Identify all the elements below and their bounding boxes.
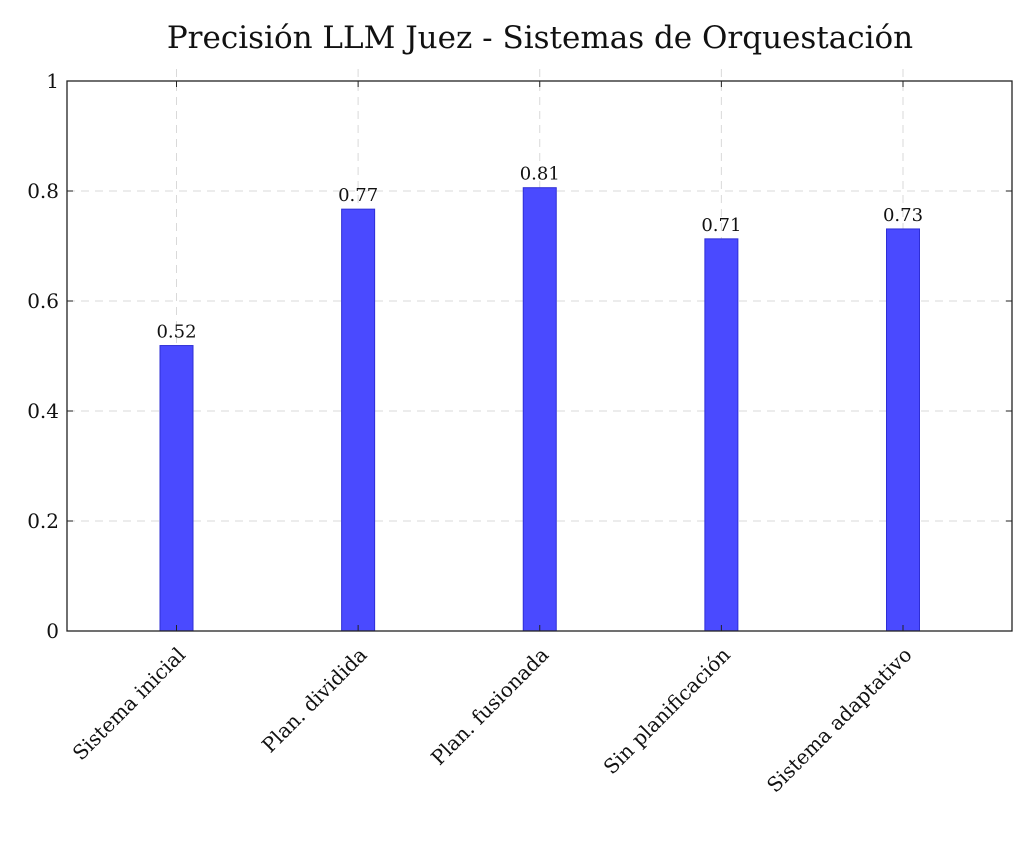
x-category-label: Sistema adaptativo [762, 643, 917, 798]
y-tick-label: 0.4 [27, 399, 59, 423]
bar [886, 228, 920, 632]
bar-value-label: 0.81 [520, 164, 560, 185]
chart-title: Precisión LLM Juez - Sistemas de Orquest… [167, 20, 913, 56]
bar [159, 345, 194, 632]
bar [522, 187, 557, 632]
x-category-label: Sistema inicial [68, 643, 190, 765]
x-category-label: Plan. dividida [257, 643, 372, 758]
bar [341, 208, 376, 632]
bars-layer [159, 187, 920, 632]
ticks-layer [67, 80, 1012, 632]
x-category-label: Plan. fusionada [426, 643, 553, 770]
y-tick-label: 0.2 [27, 509, 59, 533]
y-tick-label: 0.8 [27, 179, 59, 203]
bar-value-label: 0.52 [156, 322, 196, 343]
y-tick-label: 1 [46, 69, 59, 93]
bar-value-label: 0.73 [883, 205, 923, 226]
x-category-label: Sin planificación [599, 642, 735, 778]
bar [704, 238, 739, 632]
bar-value-label: 0.71 [701, 215, 741, 236]
y-tick-label: 0.6 [27, 289, 59, 313]
y-tick-label: 0 [46, 619, 59, 643]
bar-value-label: 0.77 [338, 185, 378, 206]
